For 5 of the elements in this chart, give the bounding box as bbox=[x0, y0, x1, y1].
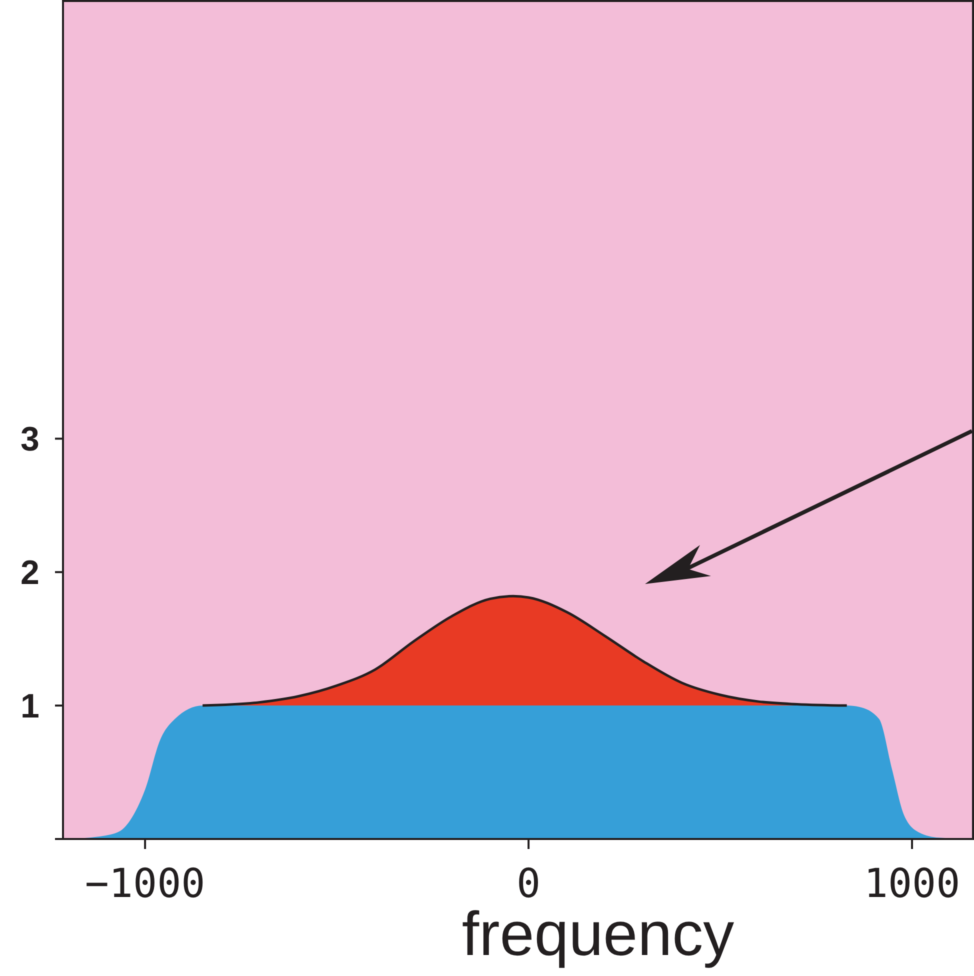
y-tick-label: 1 bbox=[20, 687, 40, 726]
y-tick-label: 2 bbox=[20, 554, 40, 592]
x-tick-label: 1000 bbox=[864, 861, 960, 907]
x-tick-label: −1000 bbox=[84, 861, 206, 907]
y-tick-label: 3 bbox=[20, 420, 40, 459]
